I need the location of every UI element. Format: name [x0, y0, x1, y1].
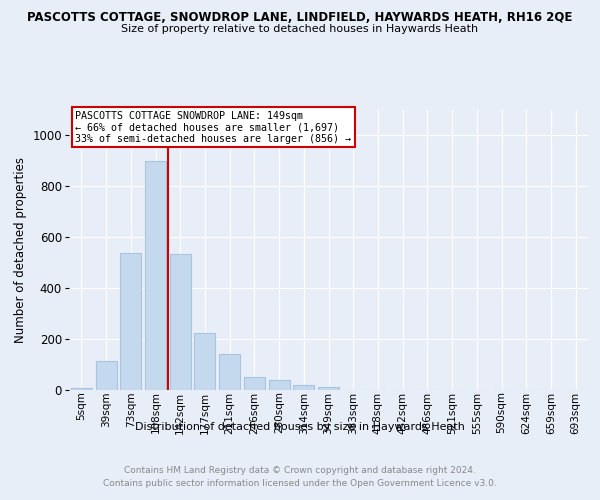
Bar [318, 388, 339, 390]
Bar [170, 254, 191, 390]
Text: Contains public sector information licensed under the Open Government Licence v3: Contains public sector information licen… [103, 479, 497, 488]
Text: PASCOTTS COTTAGE, SNOWDROP LANE, LINDFIELD, HAYWARDS HEATH, RH16 2QE: PASCOTTS COTTAGE, SNOWDROP LANE, LINDFIE… [28, 11, 572, 24]
Bar [269, 380, 290, 390]
Text: Size of property relative to detached houses in Haywards Heath: Size of property relative to detached ho… [121, 24, 479, 34]
Bar [244, 376, 265, 390]
Text: Contains HM Land Registry data © Crown copyright and database right 2024.: Contains HM Land Registry data © Crown c… [124, 466, 476, 475]
Bar [293, 386, 314, 390]
Bar [145, 161, 166, 390]
Text: Distribution of detached houses by size in Haywards Heath: Distribution of detached houses by size … [135, 422, 465, 432]
Bar [95, 360, 116, 390]
Bar [71, 388, 92, 390]
Bar [219, 354, 240, 390]
Y-axis label: Number of detached properties: Number of detached properties [14, 157, 27, 343]
Text: PASCOTTS COTTAGE SNOWDROP LANE: 149sqm
← 66% of detached houses are smaller (1,6: PASCOTTS COTTAGE SNOWDROP LANE: 149sqm ←… [75, 110, 351, 144]
Bar [194, 332, 215, 390]
Bar [120, 252, 141, 390]
